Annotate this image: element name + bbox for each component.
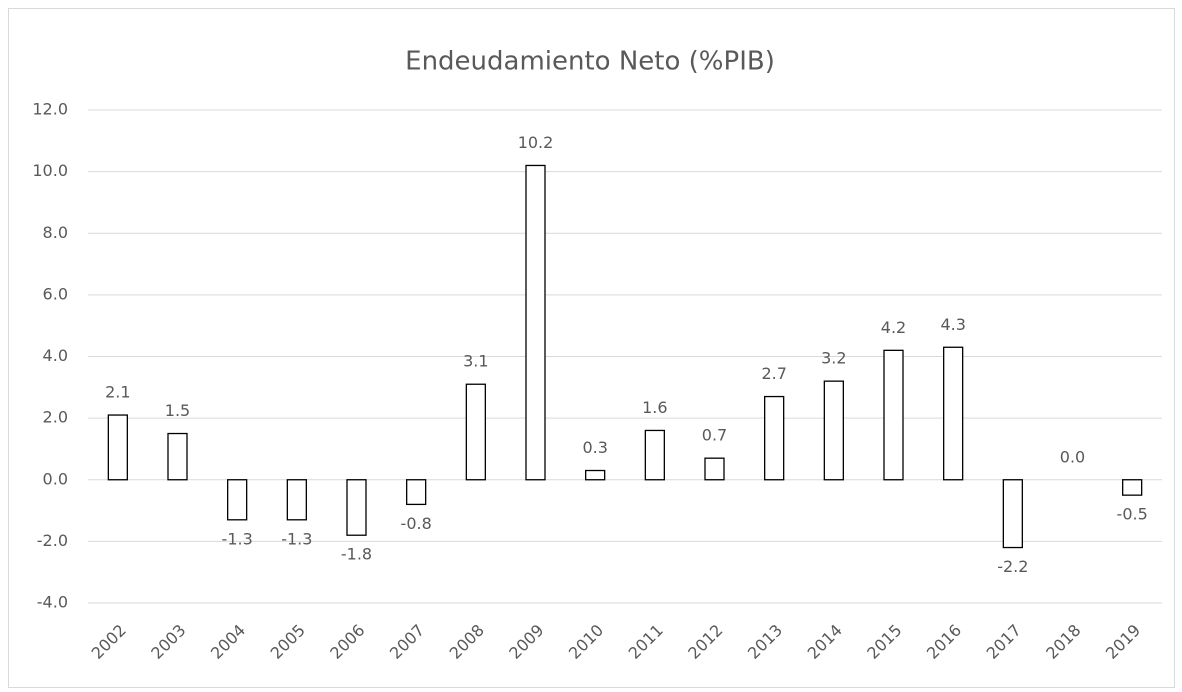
- value-label: -1.8: [341, 545, 372, 564]
- bar: [823, 380, 844, 481]
- value-label: -0.8: [401, 514, 432, 533]
- y-tick-label: 4.0: [43, 346, 68, 365]
- value-label: 4.2: [881, 318, 906, 337]
- bar: [406, 479, 427, 506]
- value-label: 4.3: [940, 315, 965, 334]
- bar: [883, 349, 904, 481]
- bar: [764, 395, 785, 481]
- value-label: 3.1: [463, 352, 488, 371]
- value-label: 1.5: [165, 401, 190, 420]
- y-tick-label: 10.0: [32, 161, 68, 180]
- value-label: 3.2: [821, 349, 846, 368]
- bar: [704, 457, 725, 481]
- y-tick-label: 8.0: [43, 223, 68, 242]
- y-tick-label: -4.0: [37, 593, 68, 612]
- bar: [525, 164, 546, 481]
- y-tick-label: 6.0: [43, 284, 68, 303]
- value-label: 2.1: [105, 383, 130, 402]
- bar: [943, 346, 964, 481]
- y-tick-label: 2.0: [43, 408, 68, 427]
- bar: [107, 414, 128, 481]
- value-label: 10.2: [518, 133, 554, 152]
- bar: [644, 429, 665, 481]
- bar: [286, 479, 307, 521]
- chart-title: Endeudamiento Neto (%PIB): [405, 47, 775, 77]
- value-label: 2.7: [761, 364, 786, 383]
- chart-frame: [8, 8, 1175, 688]
- value-label: -1.3: [281, 529, 312, 548]
- bar: [585, 469, 606, 481]
- bar: [227, 479, 248, 521]
- value-label: 0.3: [582, 438, 607, 457]
- y-tick-label: 0.0: [43, 469, 68, 488]
- y-tick-label: -2.0: [37, 531, 68, 550]
- bar: [1122, 479, 1143, 496]
- value-label: 0.7: [702, 426, 727, 445]
- value-label: -1.3: [222, 529, 253, 548]
- value-label: 1.6: [642, 398, 667, 417]
- bar: [465, 383, 486, 481]
- bar: [167, 432, 188, 481]
- value-label: -0.5: [1117, 505, 1148, 524]
- y-tick-label: 12.0: [32, 100, 68, 119]
- bar: [1002, 479, 1023, 549]
- value-label: 0.0: [1060, 447, 1085, 466]
- value-label: -2.2: [997, 557, 1028, 576]
- bar: [346, 479, 367, 536]
